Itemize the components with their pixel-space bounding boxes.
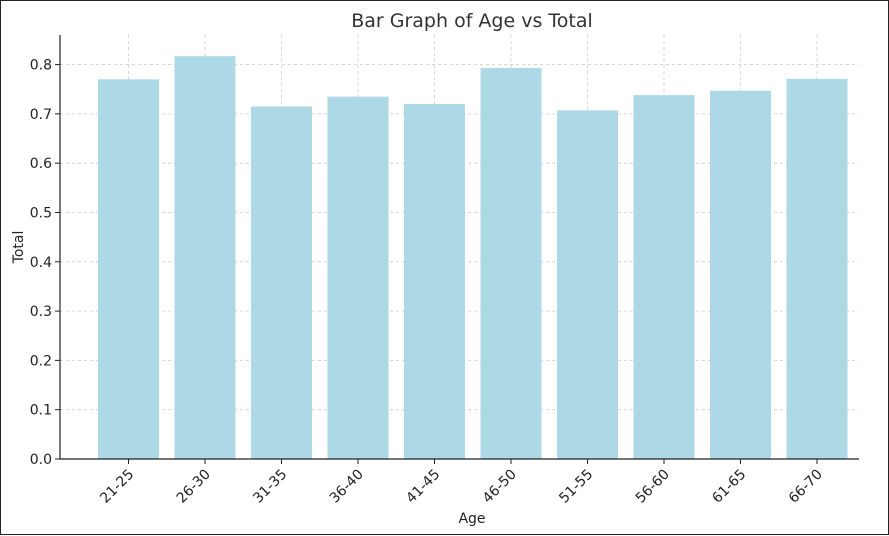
y-tick-label: 0.1 (30, 403, 52, 419)
x-axis-label: Age (458, 511, 485, 527)
bar-26-30 (174, 56, 236, 459)
x-tick-label: 46-50 (480, 467, 520, 507)
y-tick-label: 0.4 (30, 255, 52, 271)
bar-66-70 (786, 78, 848, 460)
x-tick-label: 41-45 (403, 467, 443, 507)
x-tick-label: 26-30 (174, 467, 214, 507)
bars (98, 56, 848, 460)
bar-31-35 (251, 106, 312, 459)
bar-56-60 (633, 95, 695, 459)
axes (59, 35, 859, 460)
bar-61-65 (710, 90, 771, 460)
y-tick-label: 0.6 (30, 156, 52, 172)
bar-36-40 (327, 96, 389, 460)
x-tick-label: 31-35 (250, 467, 290, 507)
bar-51-55 (557, 110, 618, 459)
x-tick-label: 61-65 (709, 467, 749, 507)
y-tick-label: 0.0 (30, 452, 52, 468)
bar-41-45 (404, 104, 465, 459)
x-tick-label: 21-25 (97, 467, 137, 507)
y-axis-label: Total (11, 231, 27, 265)
chart-title: Bar Graph of Age vs Total (351, 10, 593, 32)
x-ticks: 21-25 26-30 31-35 36-40 41-45 46-50 51-55 56-60… (97, 459, 826, 507)
y-tick-label: 0.5 (30, 205, 52, 221)
x-tick-label: 36-40 (327, 467, 367, 507)
y-ticks: 0.0 0.1 0.2 0.3 0.4 0.5 0.6 0.7 0.8 (30, 58, 60, 468)
x-tick-label: 51-55 (556, 467, 596, 507)
bar-46-50 (480, 68, 542, 459)
x-tick-label: 66-70 (786, 467, 826, 507)
y-tick-label: 0.2 (30, 353, 52, 369)
y-tick-label: 0.3 (30, 304, 52, 320)
x-tick-label: 56-60 (633, 467, 673, 507)
y-tick-label: 0.7 (30, 107, 52, 123)
y-tick-label: 0.8 (30, 58, 52, 74)
bar-21-25 (98, 79, 159, 459)
